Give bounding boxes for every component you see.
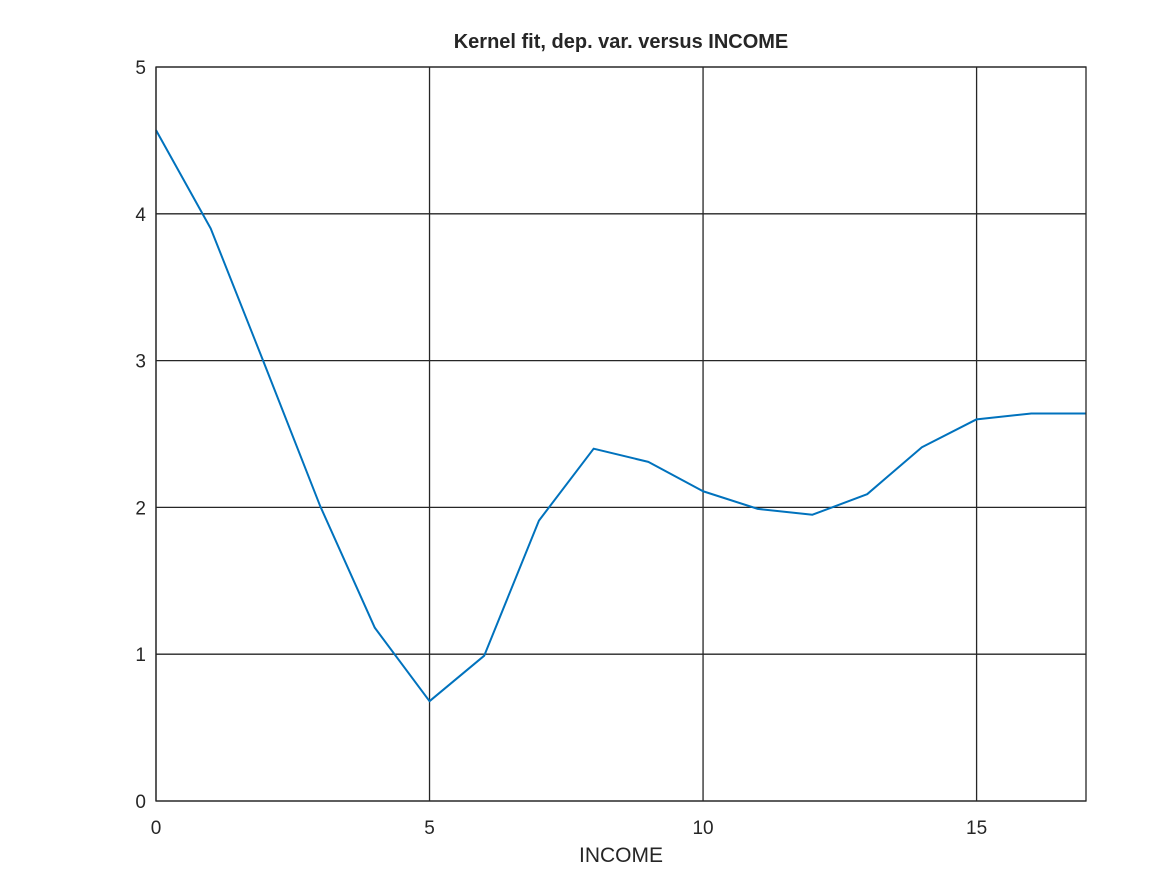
x-tick-label: 0: [151, 818, 162, 839]
chart-title: Kernel fit, dep. var. versus INCOME: [454, 31, 789, 53]
x-tick-label: 10: [692, 818, 713, 839]
y-tick-label: 2: [135, 498, 146, 519]
x-axis-label: INCOME: [579, 844, 663, 867]
y-tick-label: 0: [135, 792, 146, 813]
x-tick-label: 15: [966, 818, 987, 839]
y-tick-label: 5: [135, 58, 146, 79]
y-tick-label: 4: [135, 205, 146, 226]
y-tick-label: 1: [135, 645, 146, 666]
x-tick-label: 5: [424, 818, 435, 839]
y-tick-label: 3: [135, 352, 146, 373]
